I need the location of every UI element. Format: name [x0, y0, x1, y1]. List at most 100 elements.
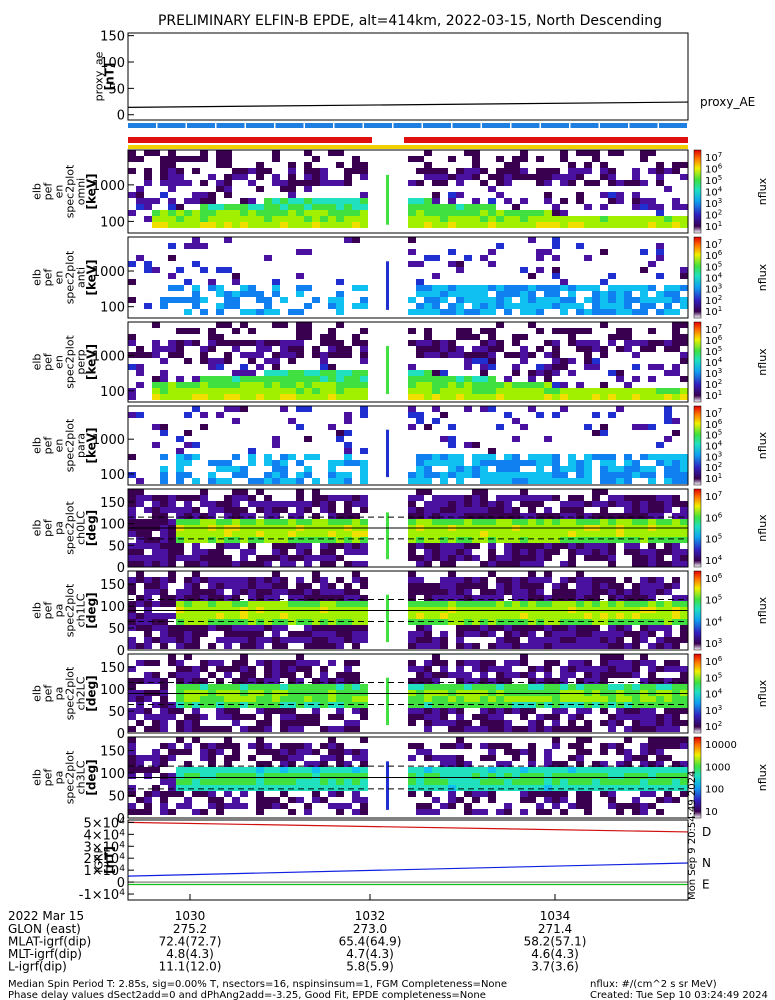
colorbar — [693, 149, 702, 234]
heatmap-cell — [144, 204, 152, 210]
heatmap-cell — [336, 543, 344, 549]
heatmap-cell — [416, 803, 424, 809]
heatmap-cell — [544, 531, 552, 537]
heatmap-cell — [456, 779, 464, 785]
heatmap-cell — [296, 346, 304, 352]
heatmap-cell — [256, 352, 264, 358]
heatmap-cell — [680, 595, 688, 601]
heatmap-cell — [424, 150, 432, 156]
heatmap-cell — [160, 382, 168, 388]
heatmap-cell — [448, 198, 456, 204]
heatmap-cell — [432, 809, 440, 815]
heatmap-cell — [344, 382, 352, 388]
heatmap-cell — [136, 543, 144, 549]
heatmap-cell — [520, 543, 528, 549]
heatmap-cell — [208, 797, 216, 803]
heatmap-cell — [136, 601, 144, 607]
heatmap-cell — [608, 537, 616, 543]
heatmap-cell — [624, 785, 632, 791]
heatmap-cell — [408, 684, 416, 690]
heatmap-cell — [672, 334, 680, 340]
heatmap-cell — [576, 684, 584, 690]
heatmap-cell — [184, 297, 192, 303]
heatmap-cell — [352, 495, 360, 501]
heatmap-cell — [584, 749, 592, 755]
heatmap-cell — [136, 555, 144, 561]
heatmap-cell — [312, 601, 320, 607]
heatmap-cell — [144, 595, 152, 601]
heatmap-cell — [224, 531, 232, 537]
heatmap-cell — [648, 672, 656, 678]
heatmap-cell — [600, 779, 608, 785]
heatmap-cell — [128, 749, 136, 755]
heatmap-cell — [312, 174, 320, 180]
heatmap-cell — [536, 696, 544, 702]
heatmap-cell — [424, 424, 432, 430]
heatmap-cell — [336, 394, 344, 400]
heatmap-cell — [608, 519, 616, 525]
heatmap-cell — [408, 501, 416, 507]
heatmap-cell — [496, 340, 504, 346]
heatmap-cell — [416, 531, 424, 537]
heatmap-cell — [624, 767, 632, 773]
heatmap-cell — [536, 809, 544, 815]
status-bar-segment — [393, 123, 422, 128]
heatmap-cell — [416, 222, 424, 228]
heatmap-cell — [680, 537, 688, 543]
heatmap-cell — [344, 749, 352, 755]
heatmap-cell — [184, 531, 192, 537]
heatmap-cell — [200, 549, 208, 555]
heatmap-cell — [160, 583, 168, 589]
heatmap-cell — [304, 303, 312, 309]
heatmap-cell — [408, 180, 416, 186]
heatmap-cell — [336, 162, 344, 168]
heatmap-cell — [184, 222, 192, 228]
heatmap-cell — [280, 460, 288, 466]
heatmap-cell — [472, 376, 480, 382]
heatmap-cell — [608, 174, 616, 180]
heatmap-cell — [496, 672, 504, 678]
heatmap-cell — [424, 720, 432, 726]
heatmap-cell — [664, 186, 672, 192]
heatmap-cell — [408, 779, 416, 785]
heatmap-cell — [312, 382, 320, 388]
heatmap-cell — [248, 394, 256, 400]
heatmap-cell — [448, 613, 456, 619]
heatmap-cell — [448, 436, 456, 442]
heatmap-cell — [528, 216, 536, 222]
y-label-line: ch2LC — [75, 676, 88, 710]
y-label-line: spec2plot — [64, 418, 77, 472]
y-tick-label: 100 — [100, 56, 125, 71]
heatmap-cell — [200, 809, 208, 815]
heatmap-cell — [632, 672, 640, 678]
heatmap-cell — [320, 382, 328, 388]
heatmap-cell — [184, 555, 192, 561]
heatmap-cell — [176, 589, 184, 595]
heatmap-cell — [624, 328, 632, 334]
heatmap-cell — [264, 303, 272, 309]
heatmap-cell — [256, 595, 264, 601]
heatmap-cell — [520, 767, 528, 773]
heatmap-cell — [568, 561, 576, 567]
heatmap-cell — [536, 328, 544, 334]
heatmap-cell — [160, 180, 168, 186]
heatmap-cell — [424, 549, 432, 555]
heatmap-cell — [304, 454, 312, 460]
heatmap-cell — [168, 549, 176, 555]
heatmap-cell — [672, 466, 680, 472]
colorbar-tick-label: 104 — [705, 272, 723, 285]
heatmap-cell — [664, 755, 672, 761]
heatmap-cell — [176, 267, 184, 273]
heatmap-cell — [424, 472, 432, 478]
heatmap-cell — [552, 303, 560, 309]
heatmap-cell — [256, 210, 264, 216]
heatmap-cell — [576, 198, 584, 204]
heatmap-cell — [664, 637, 672, 643]
heatmap-cell — [560, 537, 568, 543]
heatmap-cell — [224, 708, 232, 714]
heatmap-cell — [664, 466, 672, 472]
heatmap-cell — [544, 291, 552, 297]
heatmap-cell — [672, 364, 680, 370]
y-label-line: pef — [42, 352, 55, 371]
heatmap-cell — [208, 726, 216, 732]
